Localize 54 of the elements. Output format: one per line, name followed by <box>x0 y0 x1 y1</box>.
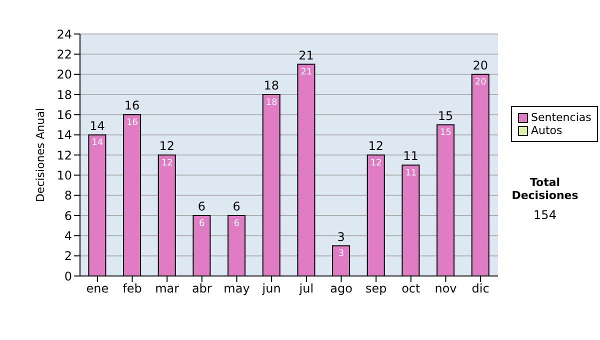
data-label: 3 <box>337 230 345 244</box>
text: 154 <box>532 208 558 222</box>
annotation: 15 <box>440 128 452 138</box>
y-tick-label: 16 <box>56 108 72 122</box>
y-tick-label: 24 <box>56 27 72 42</box>
y-tick-label: 14 <box>56 128 72 142</box>
legend-label: Autos <box>531 124 562 137</box>
y-tick-label: 4 <box>64 228 72 243</box>
y-tick-label: 6 <box>64 208 72 223</box>
annotation: 18 <box>266 98 278 108</box>
data-label: 15 <box>438 108 454 123</box>
annotation: 14 <box>92 138 104 148</box>
x-tick-label: sep <box>365 282 387 296</box>
data-label: 6 <box>198 200 206 214</box>
y-tick-label: 8 <box>64 188 72 203</box>
x-tick-label: feb <box>122 282 142 296</box>
y-axis-title: Decisiones Anual <box>34 108 47 202</box>
data-label: 18 <box>264 78 280 92</box>
annotation: 6 <box>234 218 240 229</box>
y-tick-label: 12 <box>56 148 72 162</box>
data-label: 11 <box>403 149 418 164</box>
annotation: 16 <box>126 118 138 128</box>
annotation: 21 <box>300 68 312 78</box>
x-tick-label: abr <box>192 282 212 296</box>
y-tick-label: 20 <box>56 68 72 82</box>
x-tick-label: may <box>224 282 250 296</box>
x-tick-label: dic <box>472 282 490 296</box>
y-tick-label: 10 <box>56 168 72 182</box>
y-tick-label: 18 <box>56 88 72 102</box>
x-tick-label: oct <box>402 282 421 296</box>
annotation: 12 <box>370 158 382 168</box>
text: Total Decisiones <box>510 176 580 202</box>
data-label: 14 <box>90 118 105 133</box>
annotation: 3 <box>338 249 344 260</box>
y-tick-label: 2 <box>64 249 72 264</box>
data-label: 12 <box>368 139 384 153</box>
data-label: 20 <box>472 58 488 72</box>
annotation: 11 <box>405 168 417 178</box>
y-tick-label: 0 <box>64 269 72 284</box>
data-label: 21 <box>298 48 314 62</box>
x-tick-label: ago <box>330 282 352 296</box>
x-tick-label: jul <box>298 282 314 296</box>
x-tick-label: ene <box>86 282 109 296</box>
data-label: 6 <box>232 200 240 214</box>
x-tick-label: jun <box>261 282 281 296</box>
y-tick-label: 22 <box>56 47 72 62</box>
data-label: 12 <box>159 139 175 153</box>
data-label: 16 <box>124 98 140 113</box>
legend-label: Sentencias <box>531 111 592 124</box>
annotation: 20 <box>474 78 487 88</box>
x-tick-label: nov <box>434 282 457 296</box>
x-tick-label: mar <box>155 282 180 296</box>
annotation: 12 <box>161 158 173 168</box>
annotation: 6 <box>199 218 206 229</box>
